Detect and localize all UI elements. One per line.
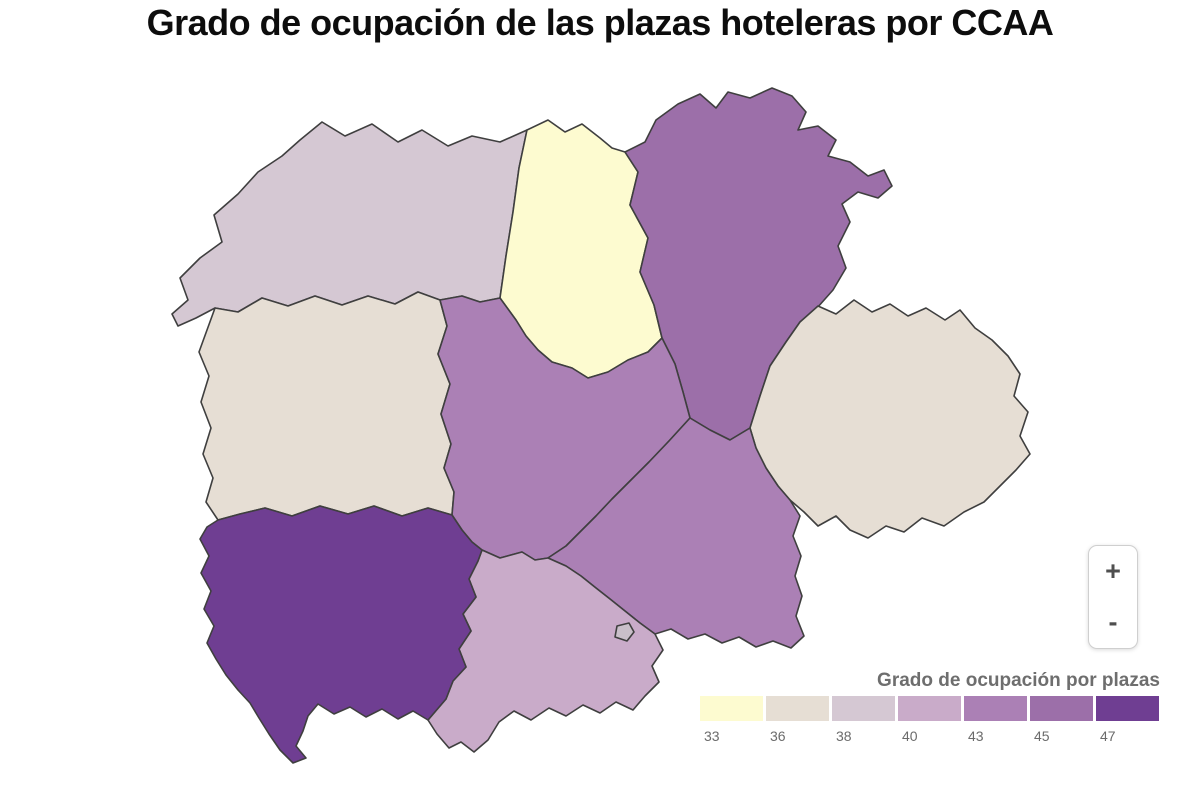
region-northwest[interactable]	[171, 121, 528, 327]
region-tiny-enclave[interactable]	[614, 622, 635, 642]
zoom-control: + -	[1088, 545, 1138, 649]
legend-swatch-3	[832, 696, 895, 721]
zoom-in-button[interactable]: +	[1089, 546, 1137, 597]
region-center-southeast[interactable]	[547, 417, 805, 649]
legend-label-6: 45	[1034, 728, 1050, 744]
region-west[interactable]	[198, 291, 455, 521]
map-regions	[171, 87, 1031, 764]
legend-swatch-4	[898, 696, 961, 721]
zoom-out-button[interactable]: -	[1089, 597, 1137, 648]
legend-title: Grado de ocupación por plazas	[877, 670, 1160, 691]
legend-swatch-1	[700, 696, 763, 721]
legend-label-3: 38	[836, 728, 852, 744]
legend-swatch-5	[964, 696, 1027, 721]
legend-swatch-2	[766, 696, 829, 721]
region-southwest[interactable]	[199, 505, 483, 764]
legend-label-5: 43	[968, 728, 984, 744]
legend-swatch-7	[1096, 696, 1159, 721]
legend-label-4: 40	[902, 728, 918, 744]
legend-swatch-6	[1030, 696, 1093, 721]
legend-label-2: 36	[770, 728, 786, 744]
map-legend: Grado de ocupación por plazas 33 36 38 4…	[700, 670, 1160, 744]
legend-label-7: 47	[1100, 728, 1116, 744]
legend-label-1: 33	[704, 728, 720, 744]
page-title: Grado de ocupación de las plazas hoteler…	[146, 2, 1054, 43]
